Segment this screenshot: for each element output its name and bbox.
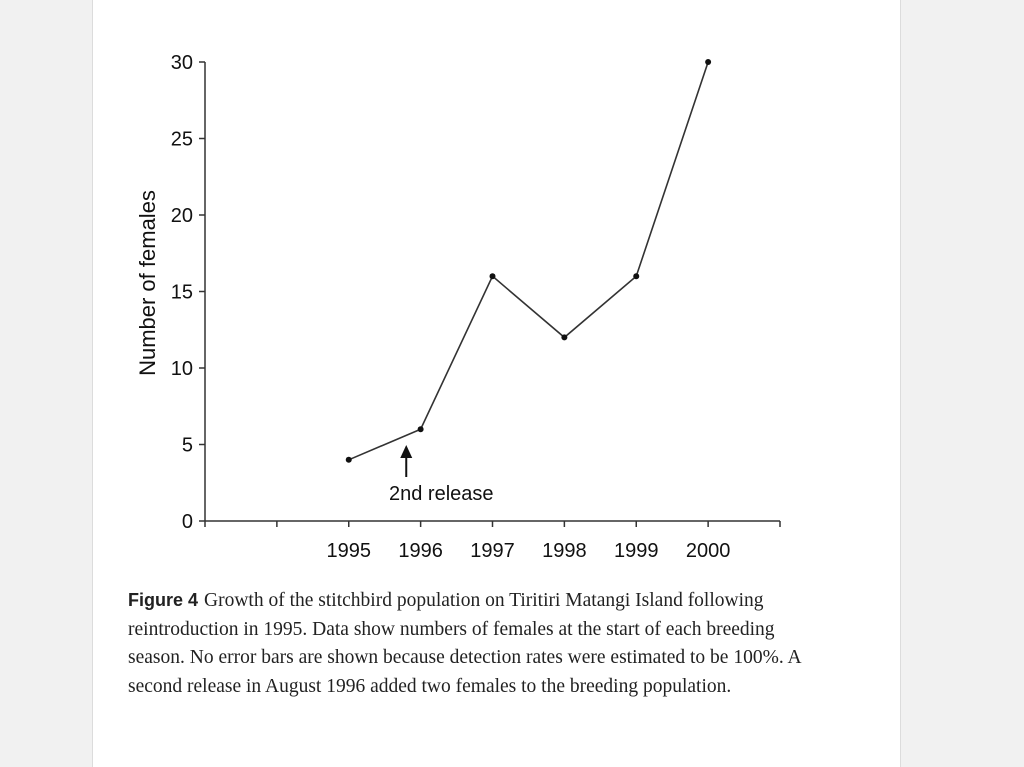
data-point: [345, 456, 352, 463]
data-point: [633, 273, 640, 280]
data-point: [561, 334, 568, 341]
x-tick-label: 1998: [542, 540, 587, 562]
y-tick-label: 30: [171, 52, 193, 74]
series-line: [348, 61, 709, 461]
caption-text: Growth of the stitchbird population on T…: [128, 590, 801, 697]
right-side-panel: [900, 0, 1024, 767]
annotation-label: 2nd release: [389, 483, 494, 505]
x-tick-label: 1997: [470, 540, 515, 562]
y-axis-label: Number of females: [135, 190, 160, 376]
left-side-panel: [0, 0, 93, 767]
x-tick-label: 2000: [686, 540, 731, 562]
y-tick-label: 20: [171, 205, 193, 227]
data-point: [705, 59, 712, 65]
y-tick-label: 10: [171, 358, 193, 380]
data-point: [417, 426, 424, 433]
figure-caption: Figure 4 Growth of the stitchbird populat…: [128, 586, 808, 701]
figure-label: Figure 4: [128, 590, 199, 610]
y-tick-label: 0: [182, 511, 193, 533]
annotation-arrowhead: [400, 445, 413, 458]
x-tick-label: 1996: [398, 540, 443, 562]
y-tick-label: 25: [171, 129, 193, 151]
x-tick-label: 1999: [614, 540, 659, 562]
y-tick-label: 15: [171, 282, 193, 304]
data-point: [489, 273, 496, 280]
x-tick-label: 1995: [327, 540, 372, 562]
y-tick-label: 5: [182, 435, 193, 457]
